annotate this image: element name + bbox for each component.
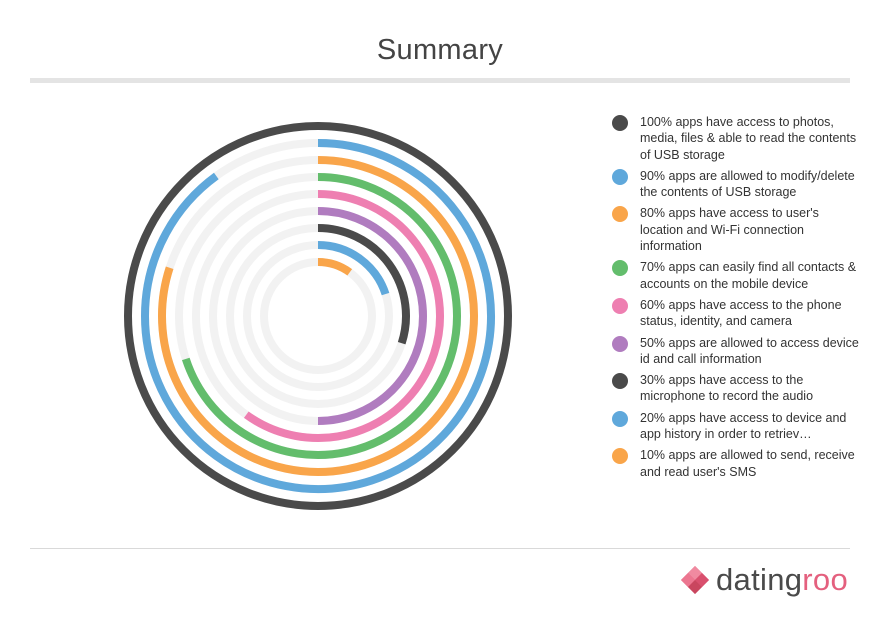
legend-marker (612, 115, 628, 131)
legend-marker (612, 448, 628, 465)
chart-legend: 100% apps have access to photos, media, … (612, 114, 862, 485)
brand-name-part1: dating (716, 562, 803, 597)
legend-marker (612, 410, 628, 427)
brand-name: datingroo (716, 562, 848, 598)
ring-bar (140, 139, 495, 493)
legend-label: 20% apps have access to device and app h… (640, 410, 847, 442)
ring-bar (243, 190, 444, 442)
brand-name-part2: roo (802, 562, 848, 597)
footer-divider (30, 548, 850, 549)
legend-marker (612, 206, 628, 223)
ring-bar (317, 258, 353, 276)
legend-item: 80% apps have access to user's location … (612, 205, 862, 254)
ring-bar (181, 173, 461, 459)
ring-bar (317, 207, 427, 425)
page-title: Summary (376, 34, 504, 66)
brand-logo: datingroo (678, 562, 848, 598)
legend-marker (612, 168, 628, 185)
legend-label: 90% apps are allowed to modify/delete th… (640, 168, 855, 200)
ring-bar (317, 224, 410, 345)
legend-label: 50% apps are allowed to access device id… (640, 335, 859, 366)
legend-label: 80% apps have access to user's location … (640, 206, 819, 254)
heart-diamond-icon (681, 566, 710, 594)
ring-bar (124, 122, 512, 511)
legend-item: 90% apps are allowed to modify/delete th… (612, 168, 862, 201)
legend-item: 50% apps are allowed to access device id… (612, 335, 862, 368)
ring-bar (158, 156, 478, 476)
legend-item: 60% apps have access to the phone status… (612, 297, 862, 330)
ring-bar (317, 241, 390, 296)
legend-label: 70% apps can easily find all contacts & … (640, 260, 857, 291)
legend-marker (612, 335, 628, 352)
legend-item: 10% apps are allowed to send, receive an… (612, 447, 862, 480)
title-divider (30, 78, 850, 83)
legend-label: 10% apps are allowed to send, receive an… (640, 448, 855, 479)
radial-bar-chart (124, 122, 512, 511)
legend-item: 20% apps have access to device and app h… (612, 410, 862, 443)
ring-track (260, 258, 376, 374)
legend-marker (612, 373, 628, 390)
legend-item: 100% apps have access to photos, media, … (612, 114, 862, 163)
legend-item: 30% apps have access to the microphone t… (612, 372, 862, 405)
legend-item: 70% apps can easily find all contacts & … (612, 259, 862, 292)
legend-label: 60% apps have access to the phone status… (640, 297, 842, 329)
legend-label: 100% apps have access to photos, media, … (640, 115, 857, 162)
chart-bars (124, 122, 512, 511)
legend-marker (612, 297, 628, 314)
legend-label: 30% apps have access to the microphone t… (640, 373, 814, 404)
legend-marker (612, 260, 628, 277)
